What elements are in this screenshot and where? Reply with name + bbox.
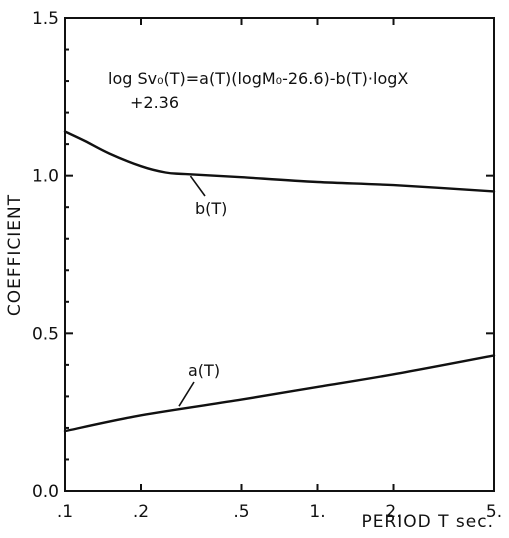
equation-line-1: log Sv₀(T)=a(T)(logM₀-26.6)-b(T)·logX [108, 69, 408, 88]
equation-line-2: +2.36 [130, 93, 179, 112]
y-tick-label: 0.0 [32, 482, 59, 502]
b-series-leader-line [189, 175, 206, 197]
axis-ticks [64, 17, 495, 492]
y-tick-label: 1.0 [32, 167, 59, 187]
x-tick-label: 1. [309, 502, 325, 522]
x-tick-label: .2 [133, 502, 149, 522]
y-tick-label: 1.5 [32, 9, 59, 29]
data-series [63, 130, 496, 433]
x-axis-title: PERIOD T sec. [361, 512, 494, 532]
y-axis-title: COEFFICIENT [5, 194, 25, 316]
x-tick-label: .1 [57, 502, 73, 522]
x-tick-label: 5. [486, 502, 502, 522]
plot-frame [64, 17, 495, 492]
x-tick-label: .5 [233, 502, 249, 522]
y-tick-label: 0.5 [32, 324, 59, 344]
axis-tick-labels: .1 .2 .5 1. 2. 5. 0.0 0.5 1.0 1.5 [32, 9, 502, 522]
b-series-label: b(T) [195, 199, 227, 218]
a-series-label: a(T) [188, 361, 220, 380]
b-series-curve [63, 130, 496, 193]
a-series-leader-line [178, 381, 195, 407]
x-tick-label: 2. [385, 502, 401, 522]
a-series-curve [63, 354, 496, 433]
